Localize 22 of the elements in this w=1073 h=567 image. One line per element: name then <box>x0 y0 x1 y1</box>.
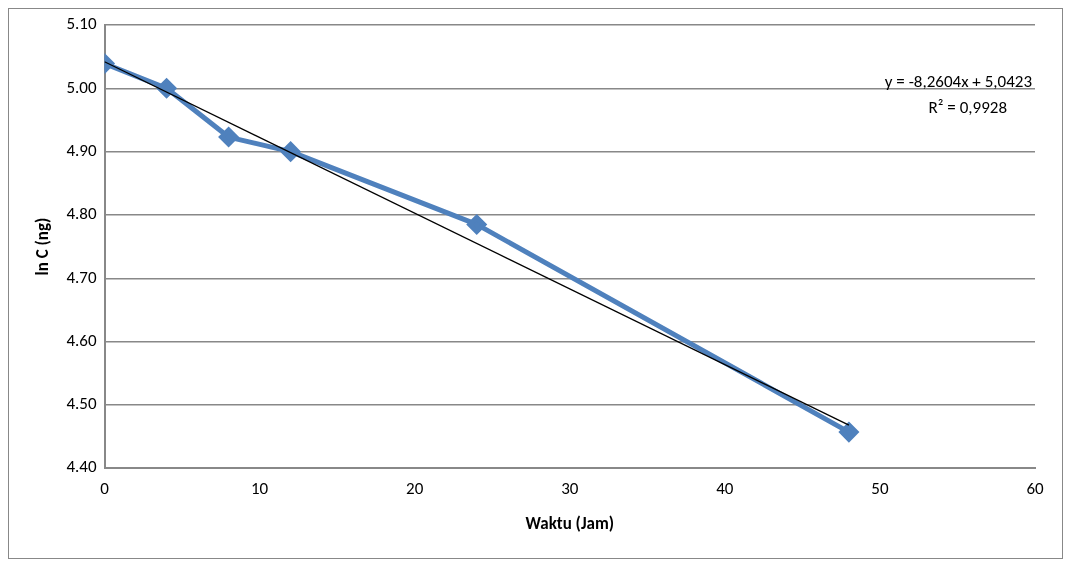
point <box>219 127 239 147</box>
point <box>467 214 487 234</box>
x-tick-label: 20 <box>406 477 424 499</box>
y-tick-label: 4.40 <box>66 456 97 478</box>
y-tick-label: 4.70 <box>66 266 97 288</box>
x-tick-label: 50 <box>871 477 889 499</box>
y-tick-label: 4.90 <box>66 139 97 161</box>
annotation: y = -8,2604x + 5,0423 <box>884 71 1032 92</box>
x-tick-label: 10 <box>251 477 269 499</box>
x-tick-label: 60 <box>1026 477 1044 499</box>
y-axis-title: ln C (ng) <box>32 217 54 276</box>
point <box>839 422 859 442</box>
y-tick-label: 4.50 <box>66 393 97 415</box>
x-axis-title: Waktu (Jam) <box>525 513 615 535</box>
annotation: R² = 0,9928 <box>928 97 1007 118</box>
x-tick-label: 40 <box>716 477 734 499</box>
y-tick-label: 5.10 <box>66 13 97 35</box>
x-tick-label: 30 <box>561 477 579 499</box>
x-tick-label: 0 <box>100 477 110 499</box>
y-tick-label: 4.80 <box>66 203 97 225</box>
y-tick-label: 5.00 <box>66 76 97 98</box>
y-tick-label: 4.60 <box>66 329 97 351</box>
